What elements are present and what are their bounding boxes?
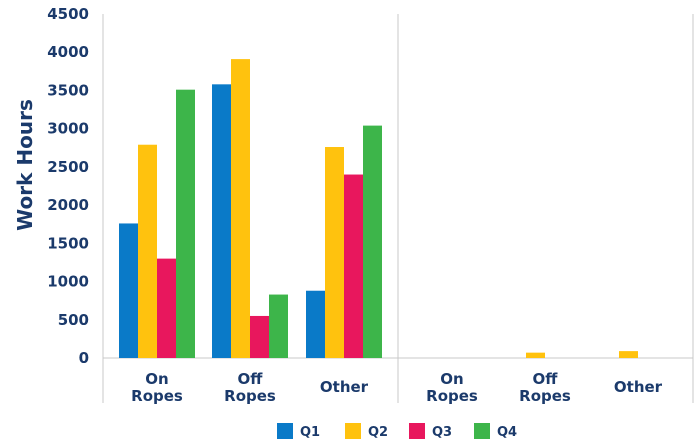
y-tick-label: 0 bbox=[79, 349, 89, 367]
x-tick-label: Ropes bbox=[519, 387, 571, 405]
axes bbox=[102, 14, 694, 403]
bar-q3 bbox=[344, 174, 363, 358]
legend-swatch bbox=[474, 423, 490, 439]
x-tick-label: Ropes bbox=[131, 387, 183, 405]
bar-q2 bbox=[138, 144, 157, 358]
bar-q1 bbox=[119, 223, 138, 358]
x-tick-label: Other bbox=[614, 378, 663, 396]
legend-swatch bbox=[345, 423, 361, 439]
legend: Q1 Q2 Q3 Q4 bbox=[277, 423, 517, 440]
labels: 050010001500200025003000350040004500OnRo… bbox=[47, 5, 662, 405]
y-tick-label: 2000 bbox=[47, 196, 89, 214]
legend-item-q4: Q4 bbox=[474, 423, 517, 440]
bar-q2 bbox=[619, 351, 638, 358]
x-tick-label: Ropes bbox=[426, 387, 478, 405]
bar-q2 bbox=[231, 59, 250, 358]
x-tick-label: On bbox=[145, 370, 168, 388]
legend-swatch bbox=[277, 423, 293, 439]
legend-item-q3: Q3 bbox=[409, 423, 452, 440]
y-tick-label: 3500 bbox=[47, 81, 89, 99]
bar-q4 bbox=[363, 125, 382, 358]
legend-label: Q3 bbox=[432, 425, 452, 440]
x-tick-label: Ropes bbox=[224, 387, 276, 405]
bar-q4 bbox=[176, 89, 195, 359]
y-tick-label: 1000 bbox=[47, 273, 89, 291]
legend-label: Q4 bbox=[497, 425, 517, 440]
legend-swatch bbox=[409, 423, 425, 439]
legend-item-q1: Q1 bbox=[277, 423, 320, 440]
legend-item-q2: Q2 bbox=[345, 423, 388, 440]
bar-q3 bbox=[157, 258, 176, 358]
x-tick-label: On bbox=[440, 370, 463, 388]
x-tick-label: Other bbox=[320, 378, 369, 396]
bars bbox=[119, 59, 638, 359]
y-tick-label: 4500 bbox=[47, 5, 89, 23]
y-axis-label: Work Hours bbox=[13, 99, 37, 231]
bar-q2 bbox=[325, 147, 344, 358]
bar-q1 bbox=[306, 290, 325, 358]
y-tick-label: 4000 bbox=[47, 43, 89, 61]
bar-q3 bbox=[250, 315, 269, 358]
bar-q2 bbox=[526, 352, 545, 358]
x-tick-label: Off bbox=[238, 370, 264, 388]
legend-label: Q1 bbox=[300, 425, 320, 440]
y-tick-label: 1500 bbox=[47, 234, 89, 252]
x-tick-label: Off bbox=[533, 370, 559, 388]
bar-q4 bbox=[269, 294, 288, 358]
y-tick-label: 3000 bbox=[47, 120, 89, 138]
y-tick-label: 500 bbox=[58, 311, 89, 329]
bar-q1 bbox=[212, 84, 231, 358]
y-tick-label: 2500 bbox=[47, 158, 89, 176]
legend-label: Q2 bbox=[368, 425, 388, 440]
